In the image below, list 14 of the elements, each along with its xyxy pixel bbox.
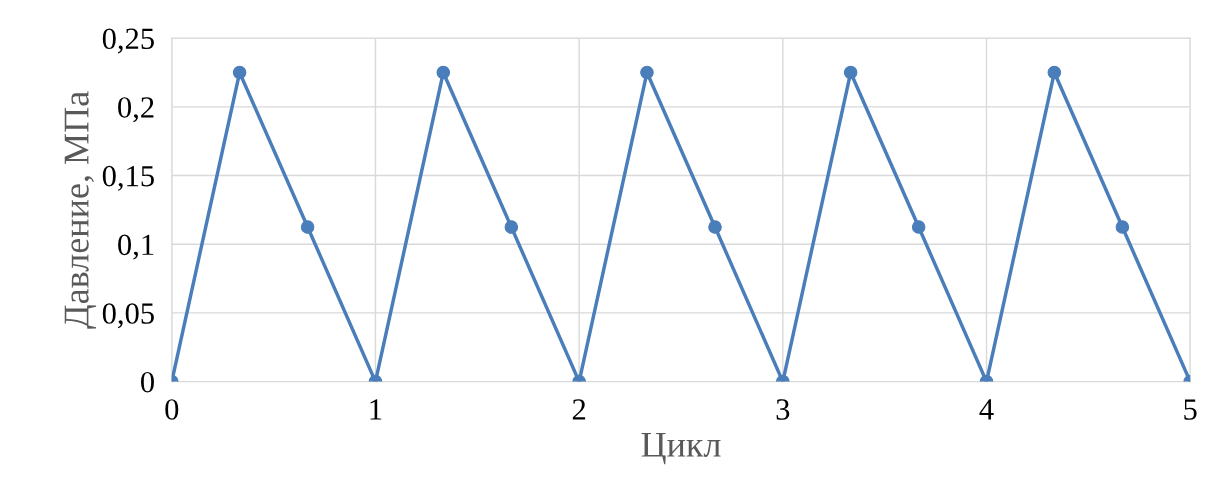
x-tick-label: 4 bbox=[979, 399, 994, 420]
y-tick-label: 0,15 bbox=[102, 165, 154, 191]
y-axis-title: Давление, МПа bbox=[64, 91, 97, 329]
y-tick-label: 0,1 bbox=[118, 234, 154, 260]
x-tick-label: 5 bbox=[1184, 399, 1197, 420]
x-tick-label: 0 bbox=[165, 399, 179, 420]
x-tick-label: 3 bbox=[776, 399, 790, 420]
x-tick-label: 2 bbox=[572, 399, 586, 420]
y-tick-label: 0,25 bbox=[102, 28, 154, 54]
x-tick-label: 1 bbox=[370, 399, 382, 420]
y-tick-label: 0,2 bbox=[118, 97, 154, 123]
x-axis-title: Цикл bbox=[641, 432, 721, 465]
y-tick-label: 0 bbox=[141, 371, 154, 393]
y-tick-label: 0,05 bbox=[102, 303, 154, 329]
